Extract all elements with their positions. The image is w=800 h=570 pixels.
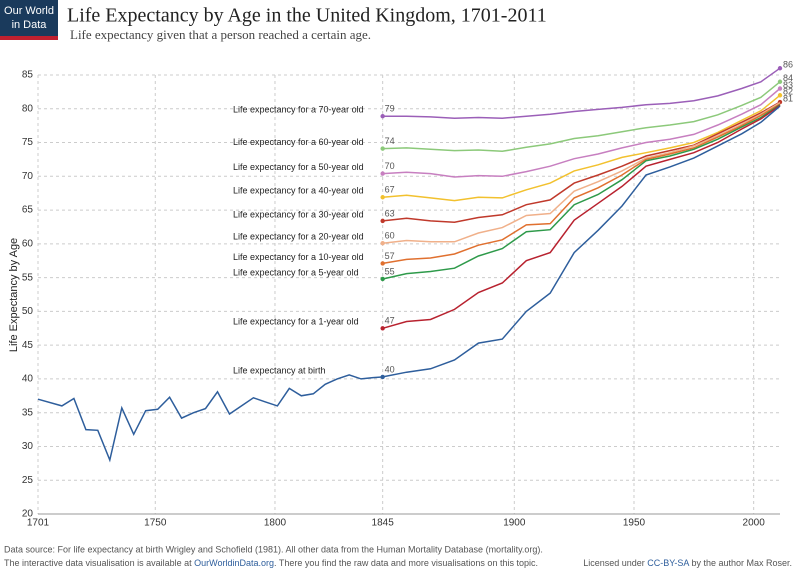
footer-text: . There you find the raw data and more v…: [274, 558, 538, 568]
logo-box: [0, 0, 58, 40]
y-axis-label: Life Expectancy by Age: [8, 238, 20, 352]
value-label: 55: [385, 266, 395, 276]
chart-title: Life Expectancy by Age in the United Kin…: [67, 5, 547, 27]
x-tick-label: 1950: [623, 518, 646, 529]
value-label: 67: [385, 185, 395, 195]
series-line: [382, 81, 781, 153]
series-label: Life expectancy for a 10-year old: [233, 252, 364, 262]
series-label: Life expectancy for a 50-year old: [233, 162, 364, 172]
point: [380, 171, 385, 176]
series-line: [382, 87, 781, 178]
link[interactable]: CC-BY-SA: [647, 558, 689, 568]
series-line: [382, 101, 781, 223]
y-tick-label: 55: [22, 272, 34, 283]
y-tick-label: 25: [22, 475, 34, 486]
point: [380, 276, 385, 282]
logo-text: Our World: [4, 5, 54, 17]
y-tick-label: 30: [22, 441, 34, 452]
value-label: 81: [783, 93, 793, 103]
y-tick-label: 20: [22, 509, 34, 520]
series-label: Life expectancy at birth: [233, 365, 326, 375]
y-tick-label: 35: [22, 407, 34, 418]
series-line: [382, 104, 781, 330]
point: [380, 113, 385, 119]
link[interactable]: OurWorldinData.org: [194, 558, 274, 568]
point: [380, 218, 385, 224]
point: [777, 79, 783, 84]
y-tick-label: 40: [22, 374, 34, 385]
x-tick-label: 2000: [743, 518, 766, 529]
point: [380, 374, 385, 380]
value-label: 60: [385, 231, 395, 241]
point: [777, 66, 783, 71]
y-tick-label: 75: [22, 137, 34, 148]
logo-bar: [0, 36, 58, 40]
value-label: 63: [385, 208, 395, 218]
chart-subtitle: Life expectancy given that a person reac…: [70, 27, 371, 42]
y-tick-label: 50: [22, 306, 34, 317]
source-note: Data source: For life expectancy at birt…: [4, 544, 543, 554]
y-tick-label: 45: [22, 340, 34, 351]
x-tick-label: 1900: [503, 518, 526, 529]
logo-text: in Data: [12, 19, 48, 31]
value-label: 79: [385, 104, 395, 114]
value-label: 82: [783, 87, 793, 97]
x-tick-label: 1701: [27, 518, 50, 529]
value-label: 40: [385, 364, 395, 374]
value-label: 86: [783, 60, 793, 70]
point: [380, 240, 385, 246]
footer-text: The interactive data visualisation is av…: [4, 558, 194, 568]
point: [380, 195, 385, 200]
value-label: 47: [385, 316, 395, 326]
footer-text: by the author Max Roser.: [689, 558, 792, 568]
series-label: Life expectancy for a 40-year old: [233, 186, 364, 196]
series-label: Life expectancy for a 5-year old: [233, 267, 359, 277]
y-tick-label: 65: [22, 205, 34, 216]
value-label: 74: [385, 136, 395, 146]
point: [777, 86, 783, 91]
x-tick-label: 1845: [372, 518, 395, 529]
series-label: Life expectancy for a 70-year old: [233, 105, 364, 115]
series-line: [382, 103, 781, 265]
license-note: Licensed under CC-BY-SA by the author Ma…: [583, 558, 792, 568]
series-line: [382, 102, 781, 244]
series-line: [382, 67, 781, 119]
value-label: 70: [385, 161, 395, 171]
value-label: 84: [783, 73, 793, 83]
footer-note: The interactive data visualisation is av…: [4, 558, 538, 568]
value-label: 83: [783, 80, 793, 90]
series-label: Life expectancy for a 30-year old: [233, 209, 364, 219]
footer-text: Licensed under: [583, 558, 647, 568]
x-tick-label: 1800: [264, 518, 287, 529]
series-line: [37, 105, 781, 463]
point: [380, 326, 385, 331]
point: [380, 146, 385, 151]
y-tick-label: 60: [22, 238, 34, 249]
y-tick-label: 85: [22, 70, 34, 81]
series-label: Life expectancy for a 1-year old: [233, 317, 359, 327]
point: [777, 93, 783, 98]
y-tick-label: 80: [22, 103, 34, 114]
point: [380, 261, 385, 266]
series-line: [382, 104, 781, 280]
series-label: Life expectancy for a 60-year old: [233, 137, 364, 147]
series-line: [382, 94, 781, 202]
value-label: 57: [385, 251, 395, 261]
x-tick-label: 1750: [144, 518, 167, 529]
y-tick-label: 70: [22, 171, 34, 182]
series-label: Life expectancy for a 20-year old: [233, 232, 364, 242]
